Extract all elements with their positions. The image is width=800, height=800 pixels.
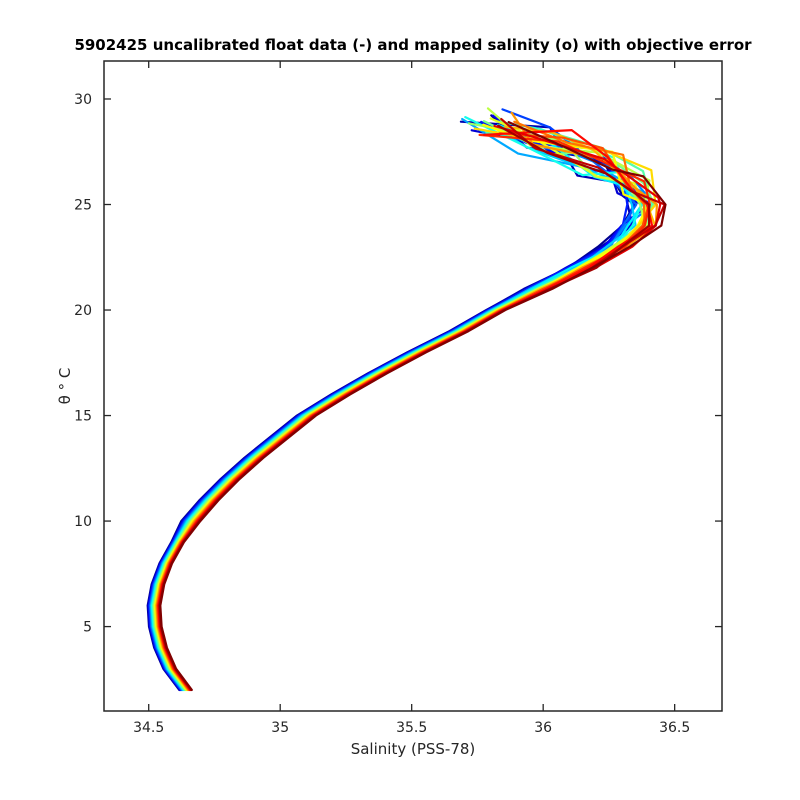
- x-tick-label: 36.5: [659, 720, 690, 736]
- y-tick-label: 5: [83, 620, 92, 636]
- y-tick-label: 15: [74, 409, 92, 425]
- chart-title: 5902425 uncalibrated float data (-) and …: [74, 36, 752, 54]
- x-tick-label: 35: [271, 720, 289, 736]
- y-axis-label: θ ° C: [56, 368, 74, 405]
- x-axis: 34.5 35 35.5 36 36.5: [133, 61, 690, 736]
- x-tick-label: 35.5: [396, 720, 427, 736]
- profile-line: [159, 120, 667, 692]
- x-tick-label: 34.5: [133, 720, 164, 736]
- y-tick-label: 25: [74, 198, 92, 214]
- plot-area: [104, 61, 722, 711]
- y-tick-label: 20: [74, 303, 92, 319]
- axes-box: [103, 60, 723, 712]
- x-axis-label: Salinity (PSS-78): [351, 740, 476, 758]
- y-tick-label: 30: [74, 92, 92, 108]
- y-axis: 5 10 15 20 25 30: [74, 92, 722, 636]
- series-layer: [146, 107, 667, 692]
- x-tick-label: 36: [534, 720, 552, 736]
- y-tick-label: 10: [74, 514, 92, 530]
